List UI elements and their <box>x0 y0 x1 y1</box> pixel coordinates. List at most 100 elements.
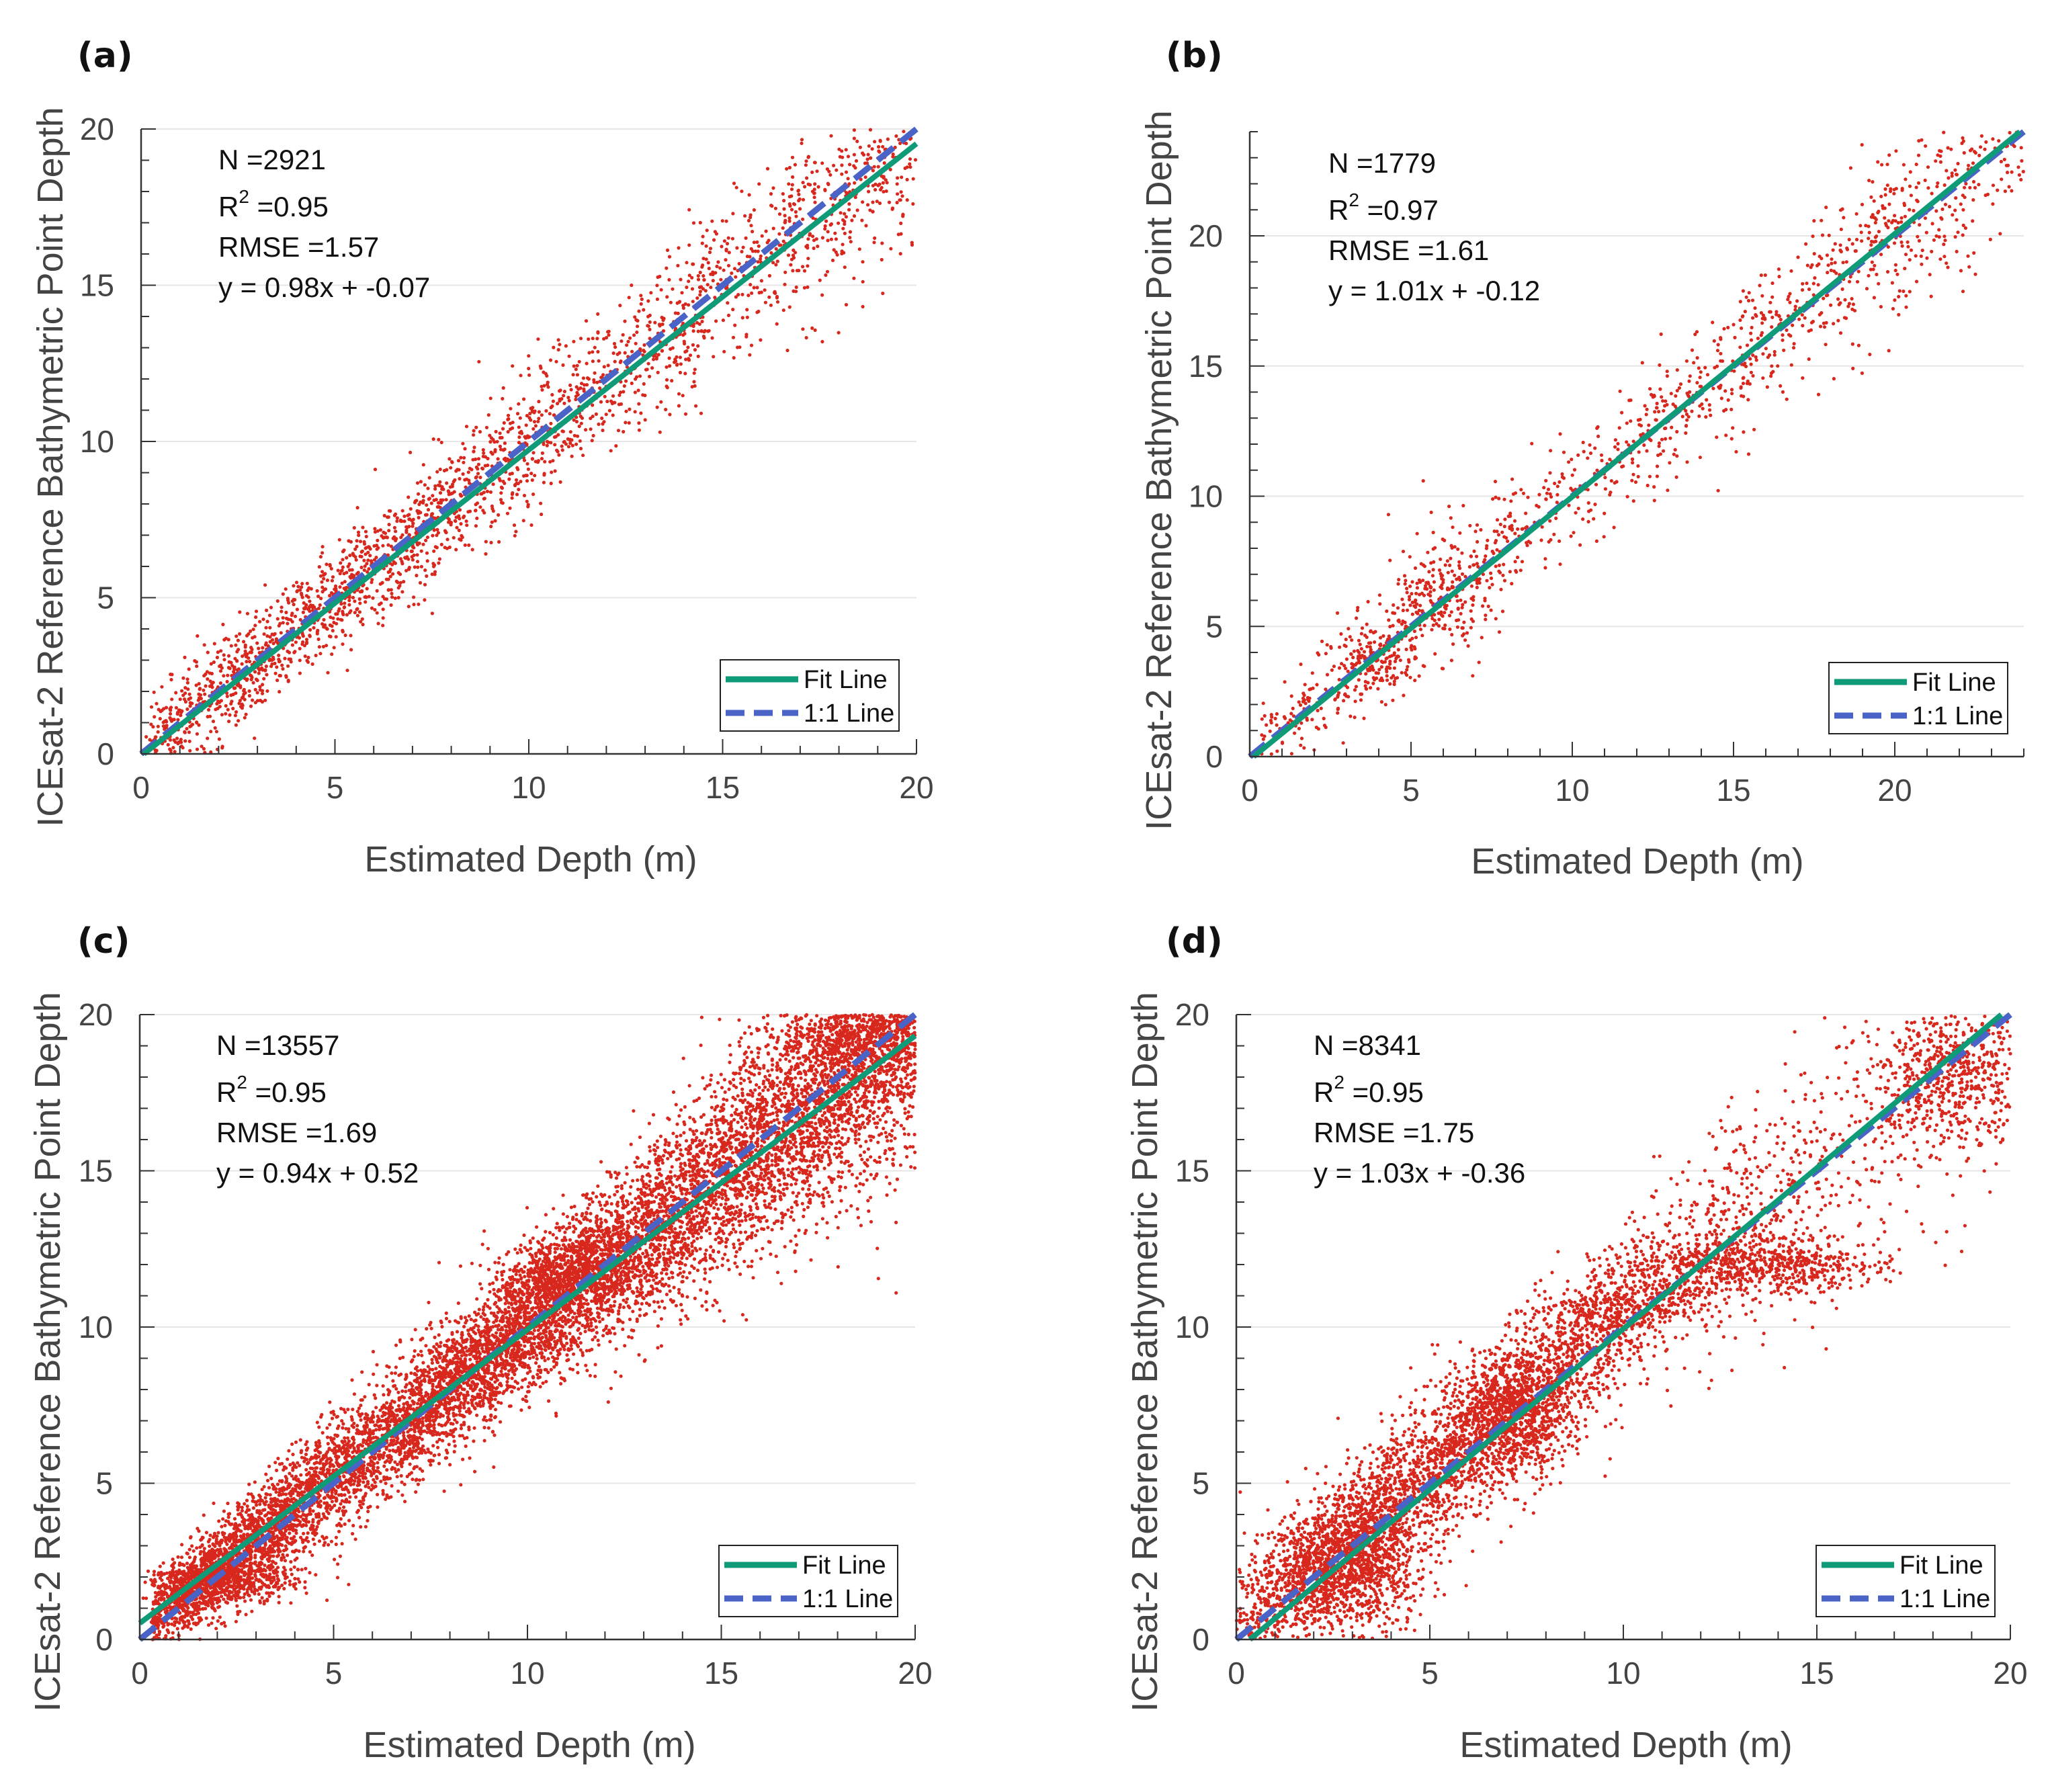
data-point <box>656 298 659 301</box>
data-point <box>827 170 830 173</box>
data-point <box>231 707 234 710</box>
data-point <box>644 418 647 421</box>
data-point <box>749 283 752 286</box>
data-point <box>779 243 782 247</box>
data-point <box>701 234 705 238</box>
data-point <box>229 702 232 706</box>
data-point <box>757 245 761 248</box>
data-point <box>561 364 564 367</box>
data-point <box>637 388 640 392</box>
data-point <box>749 213 753 216</box>
data-point <box>237 667 241 671</box>
data-point <box>519 417 522 420</box>
data-point <box>252 628 255 631</box>
data-point <box>742 246 745 249</box>
data-point <box>246 612 249 615</box>
data-point <box>871 200 874 204</box>
data-point <box>186 687 189 691</box>
data-point <box>384 531 387 535</box>
data-point <box>559 480 562 484</box>
data-point <box>440 441 443 444</box>
data-point <box>683 332 686 335</box>
data-point <box>766 167 769 171</box>
data-point <box>824 220 828 223</box>
data-point <box>648 321 652 324</box>
data-point <box>336 617 339 621</box>
data-point <box>593 380 596 384</box>
data-point <box>749 224 753 227</box>
data-point <box>668 364 671 368</box>
data-point <box>338 585 341 589</box>
data-point <box>268 613 271 617</box>
data-point <box>527 367 530 370</box>
data-point <box>886 181 889 184</box>
data-point <box>738 262 741 265</box>
data-point <box>507 414 510 417</box>
data-point <box>402 580 405 583</box>
data-point <box>595 337 599 340</box>
data-point <box>614 444 617 447</box>
data-point <box>413 565 417 568</box>
data-point <box>280 609 283 613</box>
data-point <box>443 469 446 472</box>
data-point <box>353 548 357 551</box>
data-point <box>788 202 792 206</box>
data-point <box>485 426 488 429</box>
data-point <box>655 284 658 287</box>
data-point <box>585 383 589 386</box>
data-point <box>222 658 226 661</box>
data-point <box>206 650 210 654</box>
data-point <box>680 291 683 294</box>
data-point <box>589 427 593 431</box>
data-point <box>872 241 875 244</box>
data-point <box>431 611 434 615</box>
data-point <box>584 428 587 431</box>
data-point <box>353 526 356 529</box>
data-point <box>341 642 344 646</box>
data-point <box>416 481 419 484</box>
data-point <box>202 689 205 692</box>
data-point <box>465 523 468 527</box>
data-point <box>416 560 419 563</box>
data-point <box>385 578 388 581</box>
data-point <box>457 514 460 517</box>
data-point <box>150 706 153 709</box>
data-point <box>373 527 376 530</box>
data-point <box>330 652 333 656</box>
data-point <box>288 657 291 660</box>
data-point <box>534 460 538 463</box>
data-point <box>740 293 744 296</box>
data-point <box>813 201 816 204</box>
data-point <box>198 682 201 685</box>
data-point <box>861 280 865 284</box>
data-point <box>787 253 790 257</box>
data-point <box>771 186 775 189</box>
data-point <box>646 299 650 302</box>
data-point <box>848 236 851 239</box>
data-point <box>748 193 751 196</box>
data-point <box>526 505 529 508</box>
data-point <box>224 704 228 708</box>
data-point <box>542 481 546 484</box>
data-point <box>195 721 198 724</box>
data-point <box>637 310 640 313</box>
data-point <box>203 693 206 696</box>
data-point <box>611 394 615 398</box>
data-point <box>339 618 343 622</box>
data-point <box>377 622 380 625</box>
data-point <box>320 581 323 584</box>
data-point <box>757 260 760 263</box>
data-point <box>407 605 411 608</box>
data-point <box>667 278 671 282</box>
data-point <box>804 159 808 163</box>
data-point <box>394 529 397 533</box>
data-point <box>319 555 323 558</box>
data-point <box>365 595 368 599</box>
data-point <box>550 393 554 396</box>
data-point <box>300 582 304 585</box>
data-point <box>328 634 331 638</box>
data-point <box>308 609 311 613</box>
data-point <box>731 237 734 241</box>
data-point <box>461 442 464 445</box>
data-point <box>310 587 313 591</box>
